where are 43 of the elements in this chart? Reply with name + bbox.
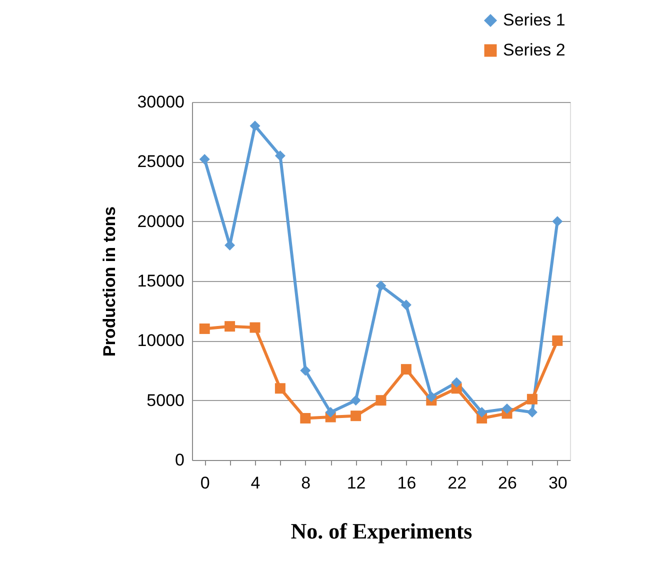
point — [526, 407, 538, 418]
x-tick-label: 12 — [346, 474, 366, 492]
point — [250, 322, 260, 333]
y-axis-title: Production in tons — [100, 206, 120, 357]
point — [199, 323, 210, 334]
point — [426, 392, 437, 402]
y-tick-label: 10000 — [137, 331, 184, 350]
point — [476, 407, 488, 418]
legend-label: Series 2 — [503, 40, 566, 60]
x-tick-label: 16 — [397, 474, 416, 492]
point — [400, 300, 412, 310]
legend-label: Series 1 — [503, 10, 566, 30]
point — [300, 365, 311, 376]
y-tick-label: 5000 — [146, 390, 184, 410]
point — [400, 364, 412, 375]
x-tick-label: 22 — [448, 474, 467, 492]
point — [300, 412, 311, 424]
y-tick-label: 0 — [175, 450, 184, 470]
point — [350, 395, 362, 406]
y-tick-label: 15000 — [137, 272, 184, 290]
point — [274, 150, 286, 161]
x-tick-label: 4 — [250, 474, 260, 492]
point — [376, 395, 386, 406]
point — [224, 321, 236, 332]
y-tick-label: 30000 — [137, 92, 184, 112]
point — [526, 394, 538, 404]
x-tick-label: 30 — [548, 474, 568, 492]
x-tick-label: 8 — [301, 474, 311, 492]
x-tick-label: 26 — [498, 474, 517, 492]
point — [274, 383, 286, 394]
y-tick-label: 20000 — [137, 212, 184, 231]
point — [376, 280, 386, 292]
point — [451, 377, 462, 388]
point — [325, 407, 336, 418]
point — [502, 403, 512, 414]
y-tick-label: 25000 — [137, 152, 184, 172]
point — [250, 120, 260, 132]
x-tick-label: 0 — [200, 474, 210, 492]
point — [552, 216, 563, 227]
point — [350, 410, 362, 422]
point — [199, 154, 210, 165]
x-axis-title: No. of Experiments — [290, 518, 473, 544]
point — [552, 335, 563, 346]
